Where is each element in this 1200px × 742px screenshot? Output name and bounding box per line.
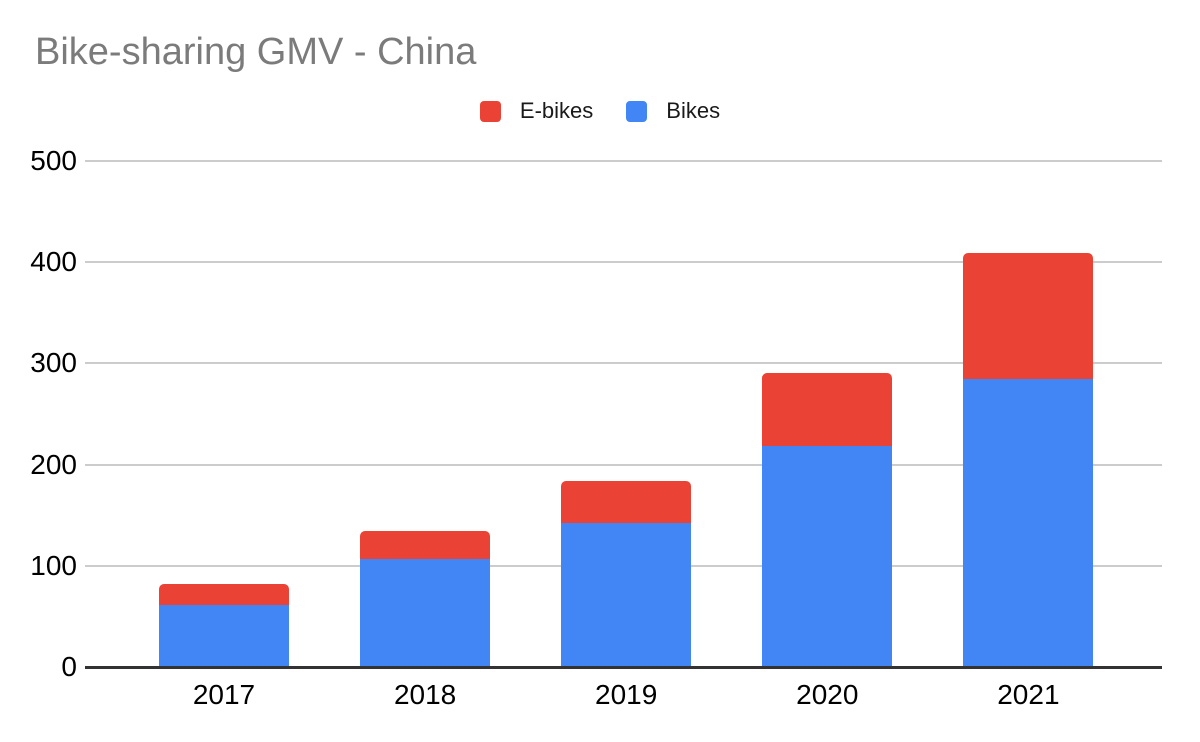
x-axis-label-2020: 2020: [796, 679, 859, 710]
bar-2021-bikes-segment: [963, 378, 1094, 667]
y-axis-label-300: 300: [30, 347, 77, 379]
x-axis-label-2018: 2018: [393, 679, 457, 710]
bar-2021-e-bikes-segment: [963, 253, 1094, 379]
bar-2018-e-bikes-segment: [360, 531, 491, 559]
legend-label-bikes: Bikes: [666, 98, 721, 123]
bar-2018-bikes-segment: [360, 558, 491, 667]
x-axis-label-2017: 2017: [192, 679, 256, 710]
x-axis-label-2019: 2019: [595, 679, 658, 710]
bar-2017-bikes-segment: [159, 605, 289, 667]
legend-swatch-e-bikes-icon: [479, 100, 501, 122]
y-axis-label-200: 200: [30, 448, 77, 480]
gridline-200: [85, 463, 1162, 466]
bar-2017-e-bikes-segment: [159, 584, 289, 606]
legend-item-bikes: Bikes: [626, 98, 720, 124]
gridline-400: [85, 261, 1162, 264]
y-axis-label-100: 100: [30, 549, 77, 581]
bar-2020-e-bikes-segment: [762, 372, 893, 447]
legend-item-e-bikes: E-bikes: [479, 98, 594, 124]
bar-2020-bikes-segment: [762, 446, 893, 667]
y-axis-label-500: 500: [30, 145, 77, 176]
y-axis-label-0: 0: [61, 651, 77, 682]
chart-title: Bike-sharing GMV - China: [35, 31, 477, 73]
bar-2019-e-bikes-segment: [561, 480, 692, 524]
y-axis-label-400: 400: [30, 246, 77, 278]
gridline-500: [85, 160, 1162, 162]
legend-label-e-bikes: E-bikes: [519, 98, 594, 123]
bar-2019-bikes-segment: [561, 523, 692, 667]
legend-swatch-bikes-icon: [626, 100, 648, 122]
gridline-300: [85, 362, 1162, 365]
chart-legend: E-bikes Bikes: [0, 96, 1200, 126]
x-axis-label-2021: 2021: [997, 679, 1060, 710]
x-axis-baseline: [85, 666, 1162, 669]
